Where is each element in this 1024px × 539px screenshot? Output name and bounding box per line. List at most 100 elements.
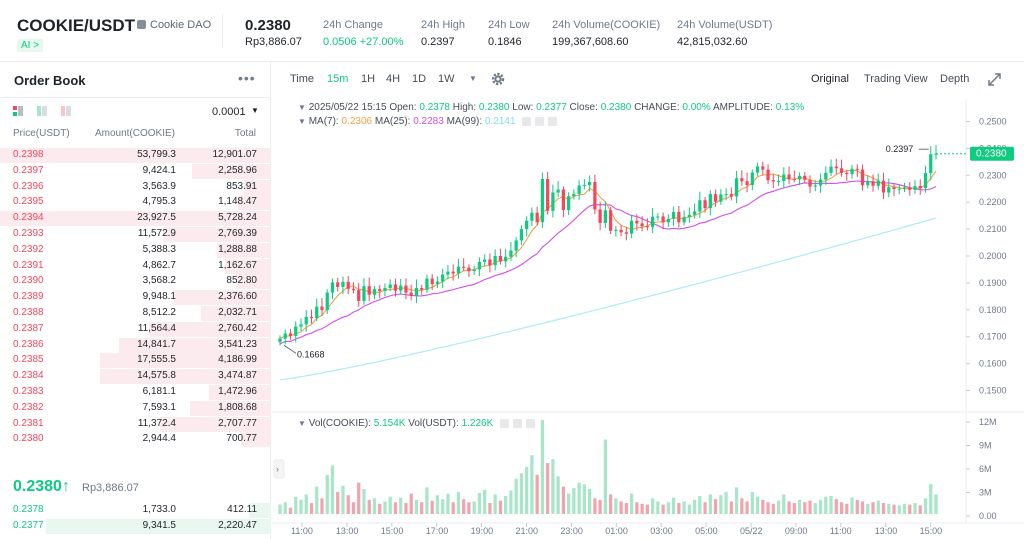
gear-icon[interactable] bbox=[491, 72, 505, 86]
candle-body bbox=[698, 200, 702, 212]
view-bids-icon[interactable] bbox=[37, 106, 47, 116]
volume-bar bbox=[650, 498, 655, 514]
hide-indicator-icon[interactable] bbox=[522, 116, 532, 126]
candle-body bbox=[818, 179, 823, 186]
candlestick-chart[interactable]: 0.25000.24000.23000.22000.21000.20000.19… bbox=[272, 98, 1024, 539]
ask-price: 0.2398 bbox=[13, 149, 44, 160]
ask-row[interactable]: 0.2394 23,927.5 5,728.24 bbox=[0, 211, 271, 227]
ask-price: 0.2393 bbox=[13, 228, 44, 239]
volume-bar bbox=[283, 502, 287, 514]
volume-bar bbox=[483, 489, 487, 514]
ask-row[interactable]: 0.2387 11,564.4 2,760.42 bbox=[0, 321, 271, 337]
mid-price[interactable]: 0.2380↑ bbox=[13, 478, 70, 496]
candle-body bbox=[813, 185, 817, 187]
volume-bar bbox=[556, 476, 560, 514]
ask-row[interactable]: 0.2386 14,841.7 3,541.23 bbox=[0, 337, 271, 353]
view-depth[interactable]: Depth bbox=[940, 73, 970, 85]
ask-row[interactable]: 0.2388 8,512.2 2,032.71 bbox=[0, 306, 271, 321]
tick-size-select[interactable]: 0.0001 bbox=[212, 106, 246, 118]
ask-row[interactable]: 0.2396 3,563.9 853.91 bbox=[0, 179, 271, 195]
hide-indicator-icon[interactable] bbox=[500, 418, 510, 428]
volume-bar bbox=[887, 503, 891, 514]
stat-label: 24h Change bbox=[323, 19, 383, 31]
ask-total: 1,148.47 bbox=[218, 196, 257, 208]
ask-row[interactable]: 0.2395 4,795.3 1,148.47 bbox=[0, 195, 271, 211]
collapse-caret-icon[interactable]: ▼ bbox=[298, 117, 306, 126]
volume-bar bbox=[687, 504, 691, 514]
bid-price: 0.2377 bbox=[13, 520, 44, 531]
ask-row[interactable]: 0.2385 17,555.5 4,186.99 bbox=[0, 353, 271, 369]
candle-body bbox=[388, 284, 392, 289]
caret-down-icon[interactable]: ▼ bbox=[251, 106, 259, 115]
order-book-divider bbox=[0, 97, 271, 98]
collapse-caret-icon[interactable]: ▼ bbox=[298, 103, 306, 112]
candle-body bbox=[913, 186, 917, 190]
bid-row[interactable]: 0.2377 9,341.5 2,220.47 bbox=[0, 519, 271, 534]
interval-1w[interactable]: 1W bbox=[438, 73, 455, 85]
ask-row[interactable]: 0.2389 9,948.1 2,376.60 bbox=[0, 290, 271, 306]
ask-amount: 23,927.5 bbox=[137, 212, 176, 224]
candle-body bbox=[278, 338, 282, 343]
interval-time[interactable]: Time bbox=[290, 73, 315, 85]
depth-bar bbox=[0, 211, 271, 227]
candle-body bbox=[367, 286, 371, 295]
ask-row[interactable]: 0.2381 11,372.4 2,707.77 bbox=[0, 416, 271, 432]
collapse-caret-icon[interactable]: ▼ bbox=[298, 419, 306, 428]
view-both-icon[interactable] bbox=[13, 106, 23, 116]
price-tick-label: 0.1900 bbox=[979, 278, 1007, 288]
settings-indicator-icon[interactable] bbox=[513, 418, 523, 428]
ask-row[interactable]: 0.2397 9,424.1 2,258.96 bbox=[0, 163, 271, 179]
volume-bar bbox=[530, 455, 534, 514]
ask-row[interactable]: 0.2391 4,862.7 1,162.67 bbox=[0, 258, 271, 274]
ask-row[interactable]: 0.2382 7,593.1 1,808.68 bbox=[0, 400, 271, 416]
close-indicator-icon[interactable] bbox=[526, 418, 536, 428]
ask-row[interactable]: 0.2384 14,575.8 3,474.87 bbox=[0, 369, 271, 385]
volume-bar bbox=[514, 478, 518, 514]
view-trading-view[interactable]: Trading View bbox=[864, 73, 928, 85]
ask-total: 4,186.99 bbox=[218, 354, 257, 366]
volume-bar bbox=[430, 500, 434, 514]
candle-body bbox=[860, 169, 865, 186]
interval-4h[interactable]: 4H bbox=[386, 73, 401, 85]
ask-row[interactable]: 0.2393 11,572.9 2,769.39 bbox=[0, 227, 271, 242]
interval-1d[interactable]: 1D bbox=[412, 73, 427, 85]
fullscreen-icon[interactable] bbox=[988, 73, 1001, 86]
mid-price-value: 0.2380 bbox=[13, 478, 62, 495]
volume-bar bbox=[671, 497, 676, 514]
ask-row[interactable]: 0.2398 53,799.3 12,901.07 bbox=[0, 148, 271, 163]
pair-title[interactable]: COOKIE/USDT bbox=[17, 16, 136, 35]
ask-row[interactable]: 0.2380 2,944.4 700.77 bbox=[0, 432, 271, 448]
volume-bar bbox=[351, 502, 356, 514]
volume-bar bbox=[645, 504, 649, 514]
scroll-left-handle[interactable] bbox=[273, 459, 285, 479]
bid-price: 0.2378 bbox=[13, 504, 44, 515]
volume-bar bbox=[304, 494, 308, 514]
ask-amount: 4,862.7 bbox=[142, 259, 176, 271]
candle-body bbox=[567, 196, 571, 210]
ask-row[interactable]: 0.2390 3,568.2 852.80 bbox=[0, 274, 271, 290]
settings-indicator-icon[interactable] bbox=[535, 116, 545, 126]
view-asks-icon[interactable] bbox=[61, 106, 71, 116]
ask-amount: 11,372.4 bbox=[137, 417, 176, 429]
price-tick-label: 0.2200 bbox=[979, 197, 1007, 207]
candle-body bbox=[294, 326, 298, 336]
interval-15m[interactable]: 15m bbox=[327, 73, 349, 85]
more-options-icon[interactable]: ••• bbox=[238, 70, 256, 86]
time-tick-label: 09:00 bbox=[785, 526, 808, 536]
bid-row[interactable]: 0.2378 1,733.0 412.11 bbox=[0, 503, 271, 518]
ask-price: 0.2388 bbox=[13, 307, 44, 318]
legend-high: 0.2380 bbox=[478, 102, 510, 113]
ai-badge[interactable]: AI > bbox=[17, 39, 44, 52]
more-intervals-icon[interactable]: ▼ bbox=[469, 74, 477, 83]
ask-amount: 3,563.9 bbox=[142, 180, 176, 192]
candle-body bbox=[713, 194, 718, 202]
candle-body bbox=[540, 179, 545, 223]
project-name[interactable]: Cookie DAO bbox=[150, 19, 212, 31]
close-indicator-icon[interactable] bbox=[548, 116, 558, 126]
view-original[interactable]: Original bbox=[811, 73, 849, 85]
ask-row[interactable]: 0.2383 6,181.1 1,472.96 bbox=[0, 385, 271, 400]
interval-1h[interactable]: 1H bbox=[361, 73, 376, 85]
candle-body bbox=[834, 166, 838, 169]
volume-bar bbox=[619, 501, 623, 514]
ask-row[interactable]: 0.2392 5,388.3 1,288.88 bbox=[0, 242, 271, 258]
